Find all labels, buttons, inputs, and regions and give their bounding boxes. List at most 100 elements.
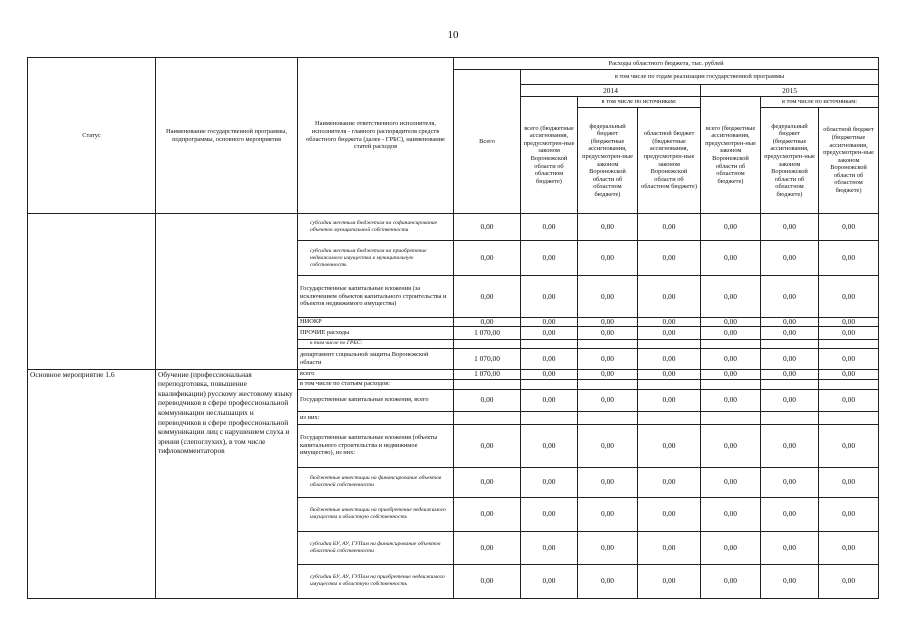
row-value: 0,00: [700, 317, 761, 327]
row-value: 0,00: [637, 347, 701, 370]
header-2015-all: всего (бюджетные ассигнования, предусмот…: [700, 96, 761, 214]
row-value: 0,00: [700, 347, 761, 370]
budget-table: Статус Наименование государственной прог…: [27, 57, 880, 599]
row-value: 0,00: [637, 240, 701, 276]
row-value: 0,00: [760, 347, 819, 370]
row-value: [520, 338, 578, 349]
row-value: 0,00: [577, 466, 638, 498]
row-value: 0,00: [817, 563, 880, 599]
row-value: 0,00: [453, 388, 521, 412]
row-value: 0,00: [700, 563, 761, 599]
row-value: [453, 378, 521, 390]
row-value: [577, 338, 638, 349]
row-label: департамент социальной защиты Воронежско…: [297, 347, 454, 370]
header-2015-regional: областной бюджет (бюджетные ассигнования…: [817, 107, 880, 214]
row-value: 0,00: [760, 240, 819, 276]
row-value: [817, 338, 880, 349]
header-2014-federal: федеральный бюджет (бюджетные ассигнован…: [577, 107, 638, 214]
row-value: 0,00: [520, 275, 578, 318]
row-value: 0,00: [453, 563, 521, 599]
row-value: [760, 338, 819, 349]
row-value: 1 070,00: [453, 325, 521, 340]
row-value: 0,00: [453, 213, 521, 241]
row-value: 0,00: [700, 368, 761, 380]
header-expenses: Расходы областного бюджета, тыс. рублей: [452, 57, 880, 70]
row-value: 0,00: [577, 496, 638, 532]
row-value: 1 070,00: [453, 368, 521, 380]
table-row: Основное мероприятие 1.6 Обучение (профес…: [27, 368, 880, 599]
header-2014-regional: областной бюджет (бюджетные ассигнования…: [637, 107, 701, 214]
row-value: 0,00: [817, 496, 880, 532]
row-value: 0,00: [637, 423, 701, 468]
row-value: 0,00: [577, 325, 638, 340]
row-value: [637, 410, 701, 425]
row-value: 0,00: [577, 388, 638, 412]
row-label: всего: [297, 368, 454, 380]
row-value: 0,00: [817, 275, 880, 318]
row-value: 0,00: [637, 466, 701, 498]
header-2014-all: всего (бюджетные ассигнования, предусмот…: [520, 96, 578, 214]
table-row: Государственные капитальные вложения (за…: [28, 275, 880, 318]
row-status: [27, 213, 156, 370]
row-value: [577, 378, 638, 390]
row-value: 0,00: [520, 466, 578, 498]
header-by-years: в том числе по годам реализации государс…: [519, 69, 880, 85]
row-label: в том числе по ГРБС:: [297, 338, 454, 349]
table-row: бюджетные инвестиции на финансирование о…: [28, 466, 880, 498]
row-label: субсидии местным бюджетам на софинансиро…: [297, 213, 454, 241]
row-label: в том числе по статьям расходов:: [297, 378, 454, 390]
table-row: субсидии местным бюджетам на софинансиро…: [27, 213, 880, 370]
row-label: НИОКР: [297, 317, 454, 327]
row-value: 0,00: [520, 317, 578, 327]
row-value: [700, 378, 761, 390]
row-value: 0,00: [577, 347, 638, 370]
row-label: бюджетные инвестиции на приобретение нед…: [297, 496, 454, 532]
row-program-name: Обучение (профессиональная переподготовк…: [155, 368, 298, 599]
row-label: субсидии БУ, АУ, ГУПам на приобретение н…: [297, 563, 454, 599]
row-value: 0,00: [520, 240, 578, 276]
row-value: 0,00: [817, 325, 880, 340]
row-value: 0,00: [637, 325, 701, 340]
row-value: 0,00: [760, 317, 819, 327]
row-value: 0,00: [453, 240, 521, 276]
table-row: субсидии местным бюджетам на приобретени…: [28, 240, 880, 276]
row-label: бюджетные инвестиции на финансирование о…: [297, 466, 454, 498]
row-label: ПРОЧИЕ расходы: [297, 325, 454, 340]
row-value: 0,00: [817, 368, 880, 380]
row-value: 0,00: [700, 275, 761, 318]
row-value: 0,00: [577, 423, 638, 468]
row-value: 1 070,00: [453, 347, 521, 370]
table-row: Государственные капитальные вложения, вс…: [28, 388, 880, 412]
row-value: 0,00: [577, 240, 638, 276]
row-value: 0,00: [453, 423, 521, 468]
row-value: 0,00: [637, 213, 701, 241]
row-value: 0,00: [700, 388, 761, 412]
row-value: 0,00: [700, 466, 761, 498]
row-value: 0,00: [637, 530, 701, 565]
row-value: [453, 410, 521, 425]
row-value: 0,00: [760, 530, 819, 565]
row-value: 0,00: [760, 496, 819, 532]
row-value: 0,00: [700, 423, 761, 468]
row-value: 0,00: [700, 213, 761, 241]
row-label: Государственные капитальные вложения (за…: [297, 275, 454, 318]
table-row: ПРОЧИЕ расходы 1 070,00 0,00 0,00 0,00 0,00 0,…: [28, 325, 880, 340]
row-status: Основное мероприятие 1.6: [27, 368, 156, 599]
row-value: 0,00: [637, 317, 701, 327]
header-program-name: Наименование государственной программы, …: [155, 57, 298, 214]
row-value: 0,00: [453, 317, 521, 327]
row-value: 0,00: [577, 275, 638, 318]
row-value: [700, 410, 761, 425]
row-value: 0,00: [577, 368, 638, 380]
row-label: субсидии БУ, АУ, ГУПам на финансирование…: [297, 530, 454, 565]
row-value: 0,00: [700, 530, 761, 565]
row-value: 0,00: [760, 275, 819, 318]
row-value: 0,00: [520, 213, 578, 241]
row-value: 0,00: [577, 317, 638, 327]
table-body: субсидии местным бюджетам на софинансиро…: [27, 213, 880, 599]
row-value: 0,00: [817, 423, 880, 468]
row-value: 0,00: [817, 347, 880, 370]
header-year-2014: 2014: [520, 84, 701, 97]
row-value: [637, 378, 701, 390]
row-value: 0,00: [520, 563, 578, 599]
